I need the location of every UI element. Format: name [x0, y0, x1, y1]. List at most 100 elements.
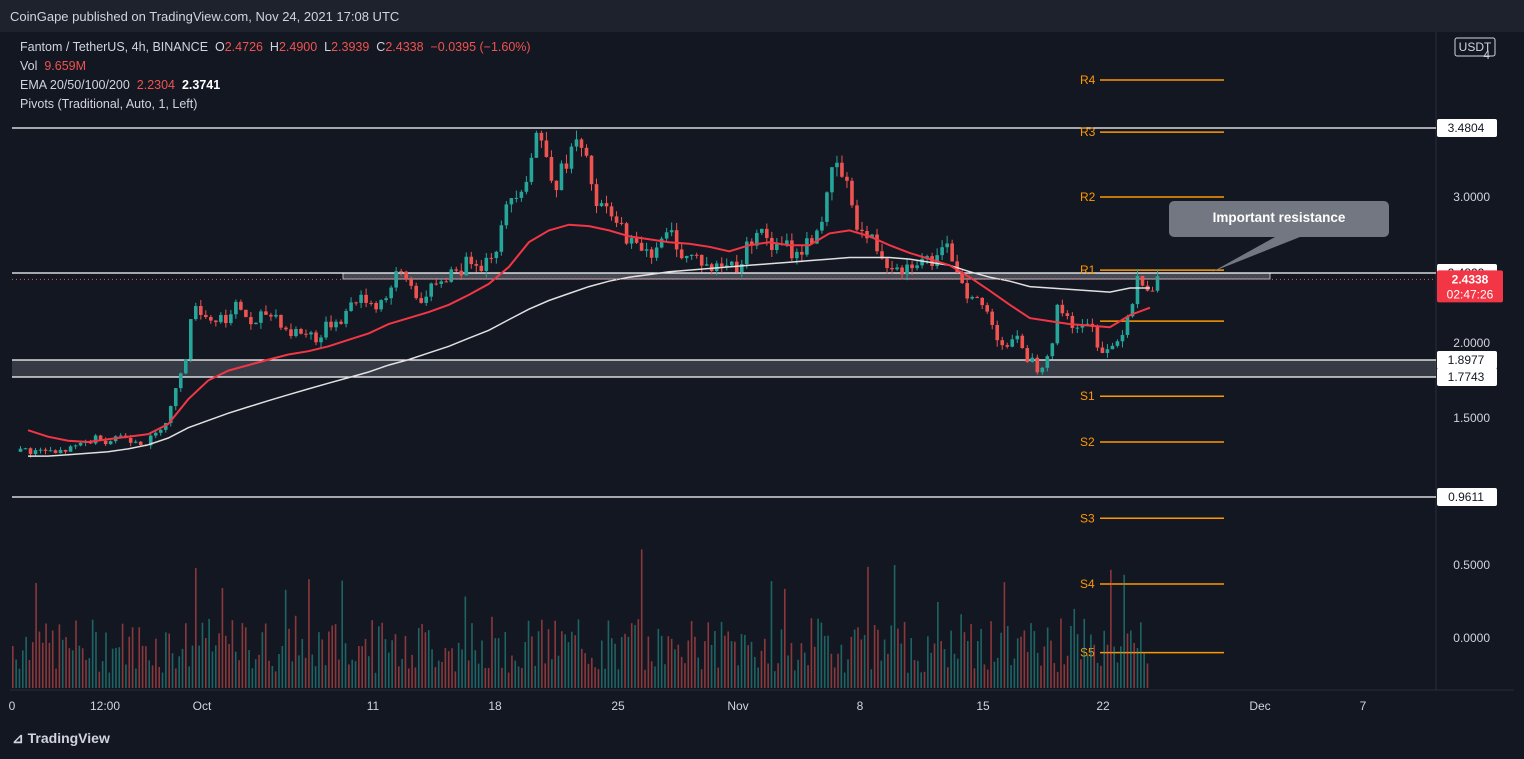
legend-pivots-row[interactable]: Pivots (Traditional, Auto, 1, Left) — [20, 97, 197, 111]
candle-body — [38, 449, 43, 451]
volume-bar — [351, 659, 354, 688]
volume-bar — [171, 653, 174, 688]
volume-bar — [41, 642, 44, 688]
volume-bar — [1073, 608, 1076, 688]
candle-body — [148, 435, 153, 446]
volume-bar — [165, 632, 167, 688]
volume-bar — [254, 659, 257, 688]
candle-body — [995, 324, 1000, 341]
candle-body — [43, 449, 48, 451]
volume-bar — [1063, 664, 1066, 688]
volume-bar — [744, 634, 746, 688]
volume-bar — [371, 620, 373, 688]
ema-50-line[interactable] — [27, 223, 1151, 444]
volume-bar — [1086, 654, 1089, 688]
volume-bar — [487, 668, 490, 688]
candle-body — [63, 449, 68, 452]
candle-body — [163, 423, 168, 430]
candle-body — [564, 163, 569, 169]
volume-bar — [760, 650, 763, 688]
volume-bar — [1120, 646, 1122, 688]
ema-200-line[interactable] — [28, 256, 1150, 457]
volume-bar — [1113, 646, 1115, 688]
volume-bar — [25, 636, 27, 688]
volume-bar — [554, 620, 556, 688]
candle-body — [1105, 349, 1110, 353]
candle-body — [1140, 275, 1145, 286]
volume-bar — [121, 623, 124, 688]
legend-high: 2.4900 — [278, 40, 318, 54]
candle-body — [644, 249, 649, 251]
volume-bar — [81, 648, 84, 688]
candle-body — [419, 298, 424, 303]
candle-body — [975, 297, 979, 299]
volume-bar — [980, 628, 982, 688]
legend-vol-row[interactable]: Vol 9.659M — [20, 59, 86, 73]
currency-box[interactable] — [1454, 37, 1496, 57]
volume-bar — [1046, 627, 1049, 688]
volume-bar — [284, 589, 287, 688]
volume-bar — [860, 639, 863, 688]
volume-bar — [378, 626, 380, 688]
volume-bar — [700, 669, 703, 688]
candle-body — [845, 176, 849, 181]
y-tick-5: 0.0000 — [1453, 631, 1490, 645]
last-price-badge[interactable] — [1437, 270, 1503, 303]
volume-bar — [757, 667, 759, 688]
volume-bar — [1076, 634, 1079, 688]
candle-body — [945, 243, 949, 248]
volume-bar — [1023, 630, 1026, 688]
volume-bar — [175, 668, 177, 688]
volume-bar — [913, 660, 916, 688]
candle-body — [910, 264, 914, 269]
candle-body — [534, 132, 539, 158]
candle-body — [1135, 275, 1140, 305]
volume-bar — [783, 588, 786, 688]
brand-label: TradingView — [27, 730, 110, 746]
volume-bar — [1066, 655, 1069, 688]
candle-body — [850, 180, 854, 206]
volume-bar — [966, 641, 969, 688]
volume-bar — [986, 669, 989, 688]
candle-body — [68, 446, 73, 452]
volume-bar — [943, 649, 946, 688]
annotation-callout[interactable]: Important resistance — [1169, 201, 1389, 237]
candle-body — [940, 247, 944, 256]
candle-body — [1075, 327, 1080, 329]
volume-bar — [650, 661, 653, 688]
volume-bar — [534, 665, 537, 688]
volume-bar — [940, 641, 942, 688]
volume-bar — [454, 671, 457, 688]
candle-body — [519, 191, 524, 198]
legend-vol-label: Vol — [20, 59, 38, 73]
volume-bar — [1146, 663, 1149, 688]
volume-bar — [624, 633, 626, 688]
volume-bar — [404, 635, 407, 688]
candle-body — [98, 435, 103, 441]
candle-body — [694, 254, 699, 256]
candle-body — [209, 316, 213, 321]
candle-body — [895, 267, 899, 270]
volume-bar — [477, 663, 480, 688]
tradingview-brand[interactable]: ⊿ TradingView — [12, 730, 110, 747]
candle-body — [469, 256, 474, 265]
legend-ema-row[interactable]: EMA 20/50/100/200 2.2304 2.3741 — [20, 78, 220, 92]
candle-body — [434, 283, 439, 285]
x-tick-3: 11 — [367, 699, 380, 713]
candle-body — [514, 197, 519, 199]
volume-bar — [740, 634, 743, 688]
volume-bar — [863, 635, 866, 688]
volume-bar — [797, 659, 799, 688]
volume-bar — [128, 636, 131, 688]
candle-body — [790, 240, 794, 259]
volume-bar — [614, 643, 616, 688]
volume-bar — [1016, 638, 1019, 688]
volume-bar — [457, 642, 460, 688]
volume-bar — [368, 656, 370, 688]
volume-bar — [481, 640, 483, 688]
volume-bar — [491, 616, 493, 688]
volume-bar — [1030, 623, 1032, 688]
candle-body — [649, 249, 654, 258]
volume-bar — [773, 671, 776, 688]
